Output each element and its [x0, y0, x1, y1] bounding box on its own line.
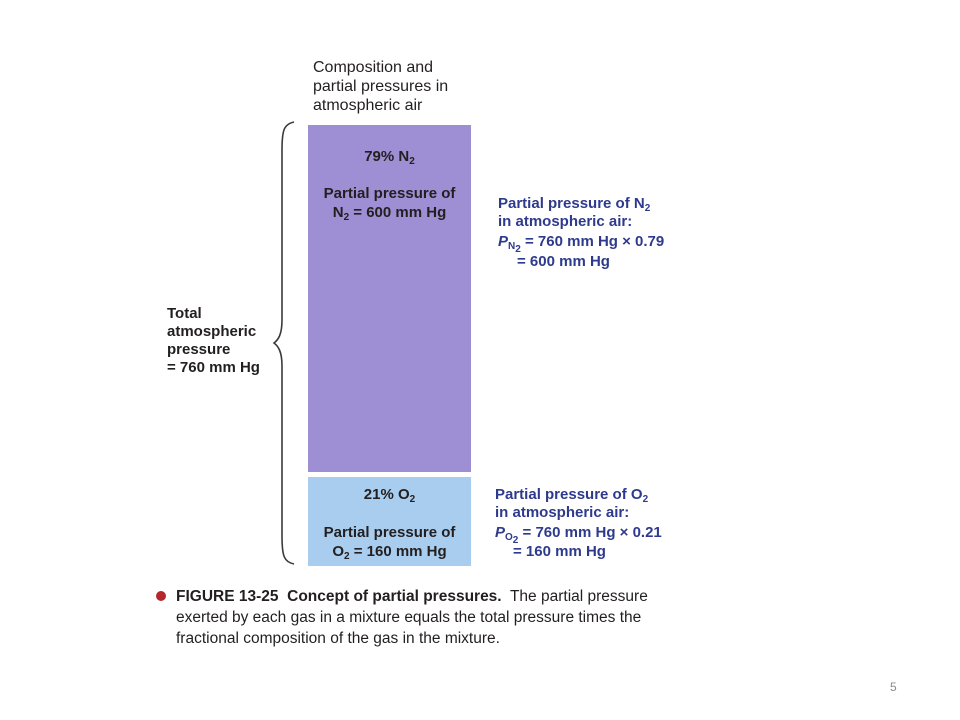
total-pressure-label: Total atmospheric pressure = 760 mm Hg [167, 305, 277, 377]
total-line-4: = 760 mm Hg [167, 359, 260, 376]
total-pressure-brace [272, 121, 295, 565]
o2-percent-label: 21% O2 [363, 486, 416, 505]
total-line-1: Total [167, 305, 202, 322]
o2-bar-segment [308, 477, 471, 566]
n2-percent-label: 79% N2 [364, 148, 415, 167]
o2-partial-line-2: O2 = 160 mm Hg [332, 543, 447, 562]
o2-calc-line-1: Partial pressure of O2 [495, 486, 649, 505]
n2-calc-line-1: Partial pressure of N2 [498, 195, 651, 214]
o2-calc-line-2: in atmospheric air: [495, 504, 630, 521]
figure-title: Concept of partial pressures. [287, 588, 502, 605]
heading-line-1: Composition and [313, 59, 434, 76]
n2-partial-line-2: N2 = 600 mm Hg [332, 204, 447, 223]
page-number: 5 [890, 680, 897, 694]
n2-partial-line-1: Partial pressure of [323, 185, 456, 202]
total-line-3: pressure [167, 341, 231, 358]
heading-line-2: partial pressures in [313, 78, 449, 95]
total-line-2: atmospheric [167, 323, 257, 340]
o2-calc-line-4: = 160 mm Hg [513, 543, 606, 560]
diagram-heading: Composition and partial pressures in atm… [313, 58, 483, 115]
o2-partial-line-1: Partial pressure of [323, 524, 456, 541]
figure-label: FIGURE 13-25 [176, 588, 279, 605]
heading-line-3: atmospheric air [313, 97, 423, 114]
o2-calc-line-3: PO2 = 760 mm Hg × 0.21 [495, 524, 662, 546]
figure-body: The partial pressure exerted by each gas… [176, 588, 648, 647]
n2-bar-segment [308, 125, 471, 472]
caption-bullet-icon [156, 591, 166, 601]
n2-calc-line-3: PN2 = 760 mm Hg × 0.79 [498, 233, 665, 255]
n2-calc-line-2: in atmospheric air: [498, 213, 633, 230]
n2-calc-line-4: = 600 mm Hg [517, 253, 610, 270]
figure-caption: FIGURE 13-25 Concept of partial pressure… [176, 586, 696, 649]
